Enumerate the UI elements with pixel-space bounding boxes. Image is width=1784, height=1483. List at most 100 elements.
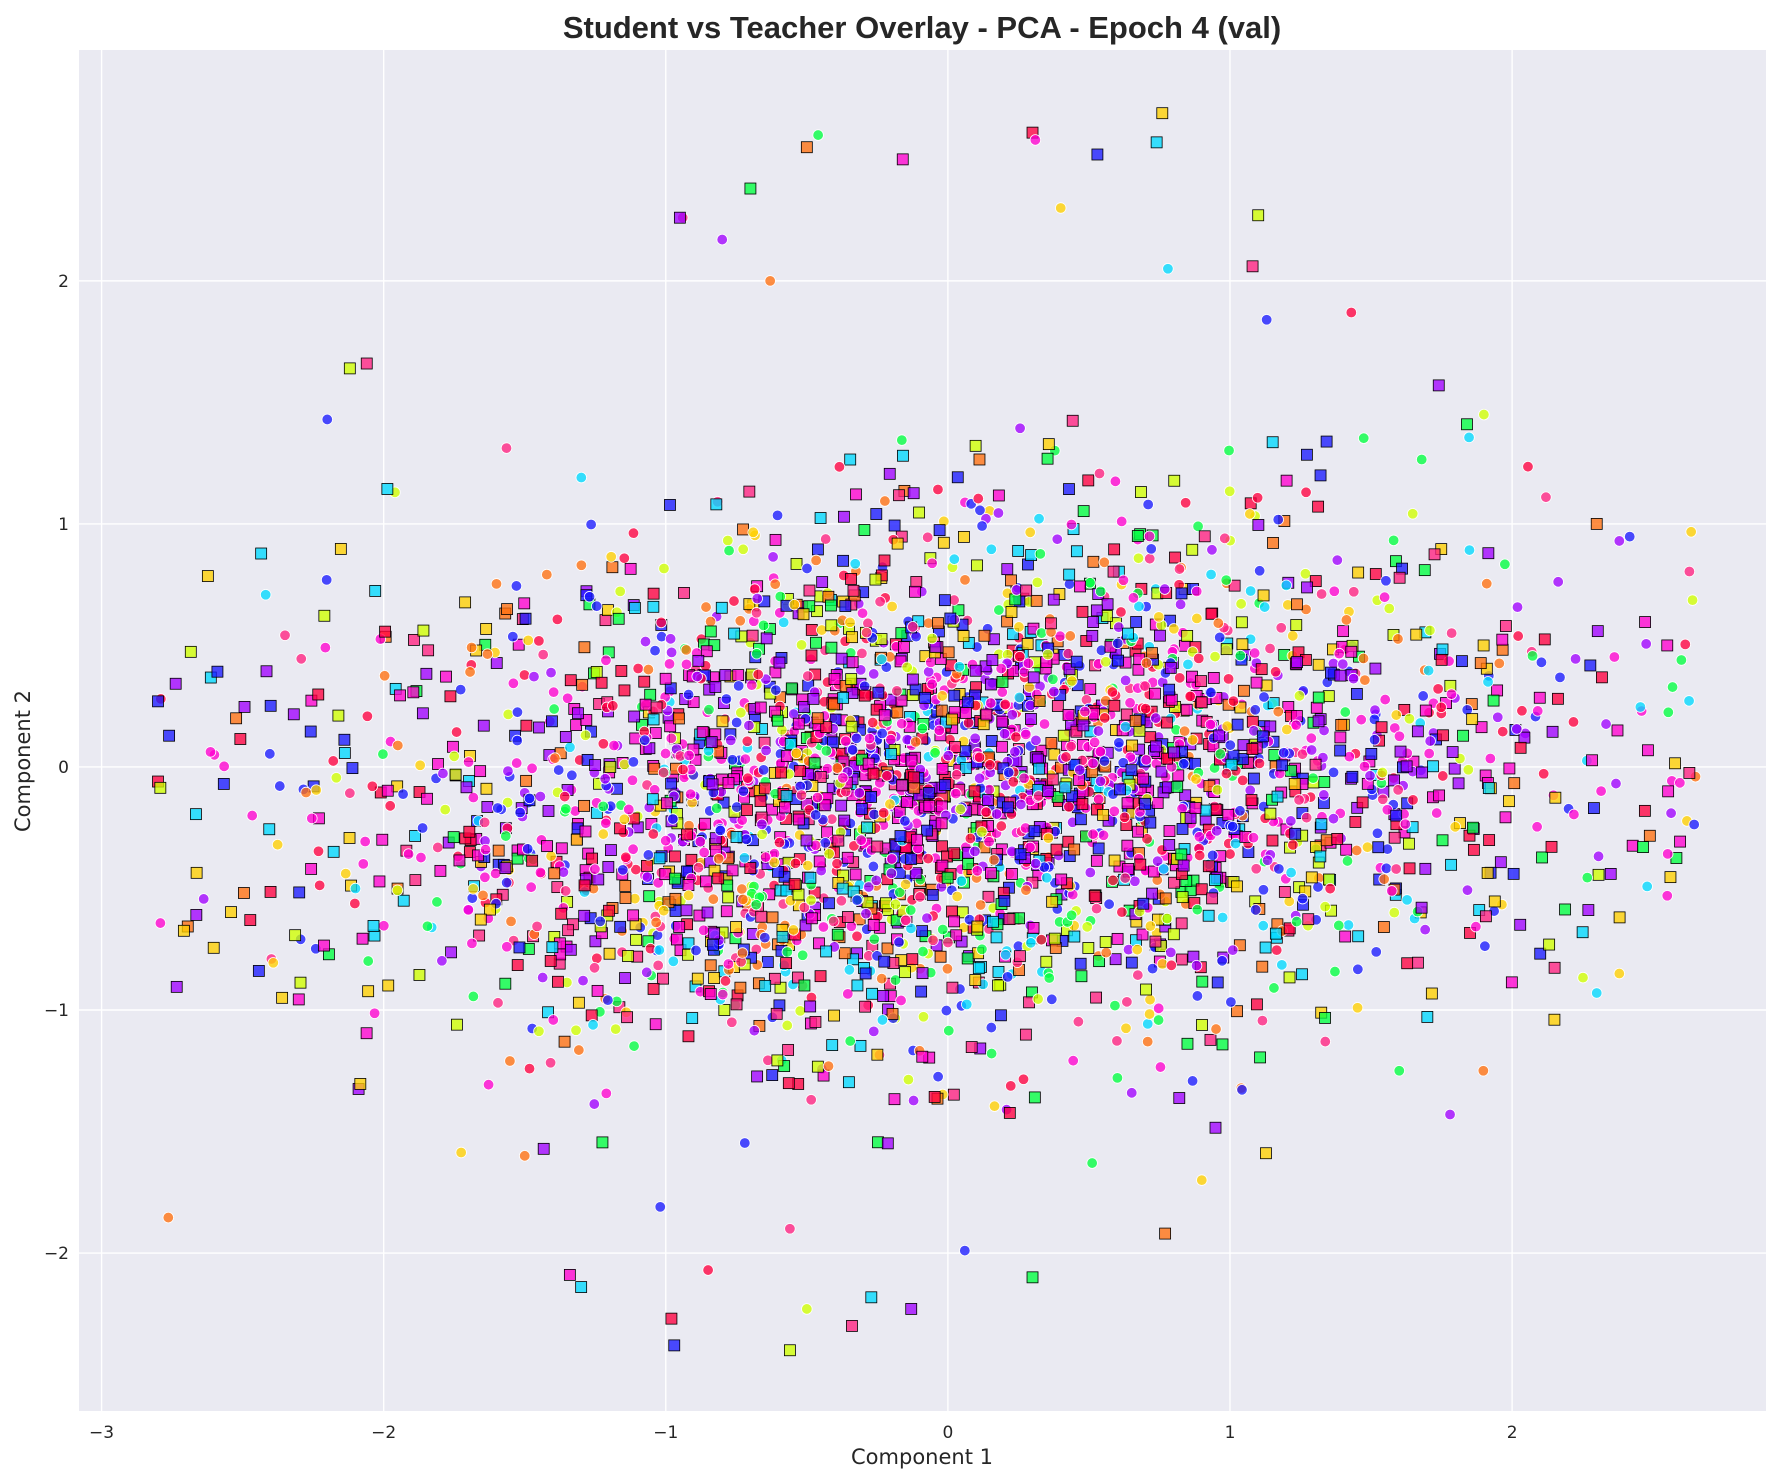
circle-point <box>1600 718 1612 730</box>
circle-point <box>943 1024 955 1037</box>
circle-point <box>500 830 512 842</box>
circle-point <box>1065 518 1078 531</box>
circle-point <box>431 896 443 908</box>
square-point <box>1130 616 1143 628</box>
circle-point <box>900 914 912 926</box>
circle-point <box>1099 712 1111 724</box>
square-point <box>1432 379 1445 392</box>
square-point <box>1082 942 1095 954</box>
square-point <box>1005 574 1017 587</box>
circle-point <box>1100 946 1112 959</box>
square-point <box>1180 703 1193 716</box>
square-point <box>1175 587 1188 600</box>
square-point <box>816 576 829 588</box>
square-point <box>810 636 822 649</box>
square-point <box>1076 798 1089 810</box>
square-point <box>960 707 972 719</box>
circle-point <box>1432 683 1444 695</box>
square-point <box>1007 628 1019 641</box>
square-point <box>826 736 839 749</box>
square-point <box>855 803 868 815</box>
square-point <box>828 1009 840 1022</box>
circle-point <box>1661 890 1673 902</box>
circle-point <box>976 943 988 955</box>
circle-point <box>1178 725 1191 737</box>
square-point <box>704 959 717 972</box>
circle-point <box>667 955 680 968</box>
grid-lines <box>79 50 1766 1411</box>
square-point <box>812 543 824 556</box>
square-point <box>533 721 545 734</box>
square-point <box>744 182 757 195</box>
circle-point <box>523 792 536 805</box>
circle-point <box>665 646 678 659</box>
square-point <box>1134 858 1147 871</box>
circle-point <box>632 662 644 675</box>
circle-point <box>1086 1157 1098 1169</box>
circle-point <box>602 994 614 1006</box>
circle-point <box>600 1087 613 1100</box>
square-point <box>1674 835 1686 848</box>
circle-point <box>964 832 977 845</box>
circle-point <box>198 893 210 905</box>
square-point <box>1091 148 1104 161</box>
square-point <box>1109 953 1122 966</box>
square-point <box>1505 976 1518 989</box>
square-point <box>921 824 933 837</box>
circle-point <box>1124 697 1136 709</box>
square-point <box>959 745 972 758</box>
square-point <box>1394 745 1407 758</box>
square-point <box>444 690 457 703</box>
square-point <box>969 664 982 677</box>
circle-point <box>1272 705 1284 718</box>
square-point <box>1175 848 1188 861</box>
circle-point <box>599 773 611 785</box>
square-point <box>1137 897 1150 910</box>
circle-point <box>1216 955 1228 967</box>
circle-point <box>1227 944 1239 956</box>
circle-point <box>1042 832 1055 844</box>
circle-point <box>522 634 534 647</box>
square-point <box>1288 778 1301 790</box>
square-point <box>804 1000 817 1013</box>
square-point <box>1003 913 1016 926</box>
square-point <box>898 641 910 654</box>
circle-point <box>1449 821 1461 833</box>
square-point <box>938 594 951 607</box>
square-point <box>811 712 824 725</box>
square-point <box>1027 922 1040 934</box>
square-point <box>1412 956 1424 969</box>
circle-point <box>1006 709 1018 721</box>
square-point <box>546 715 558 728</box>
circle-point <box>983 835 995 848</box>
circle-point <box>684 788 697 800</box>
square-point <box>154 781 167 794</box>
square-point <box>1074 813 1087 826</box>
circle-point <box>1094 745 1107 758</box>
circle-point <box>1007 776 1020 788</box>
circle-point <box>921 912 933 924</box>
circle-point <box>1348 586 1360 598</box>
square-point <box>1220 643 1233 656</box>
square-point <box>961 952 974 965</box>
square-point <box>1436 643 1449 656</box>
square-point <box>985 867 997 880</box>
square-point <box>814 970 827 983</box>
circle-point <box>1224 485 1236 497</box>
square-point <box>1163 839 1176 851</box>
square-point <box>1002 801 1014 814</box>
circle-point <box>1142 1035 1154 1048</box>
circle-point <box>1191 585 1203 598</box>
square-point <box>1475 721 1488 734</box>
circle-point <box>1248 647 1261 659</box>
circle-point <box>1665 807 1677 819</box>
circle-point <box>853 787 866 799</box>
circle-point <box>1481 577 1493 590</box>
circle-point <box>1290 915 1303 928</box>
square-point <box>1126 739 1139 752</box>
square-point <box>1314 469 1327 482</box>
circle-point <box>961 998 973 1011</box>
circle-point <box>827 915 840 928</box>
circle-point <box>1084 866 1097 879</box>
square-point <box>779 801 791 814</box>
